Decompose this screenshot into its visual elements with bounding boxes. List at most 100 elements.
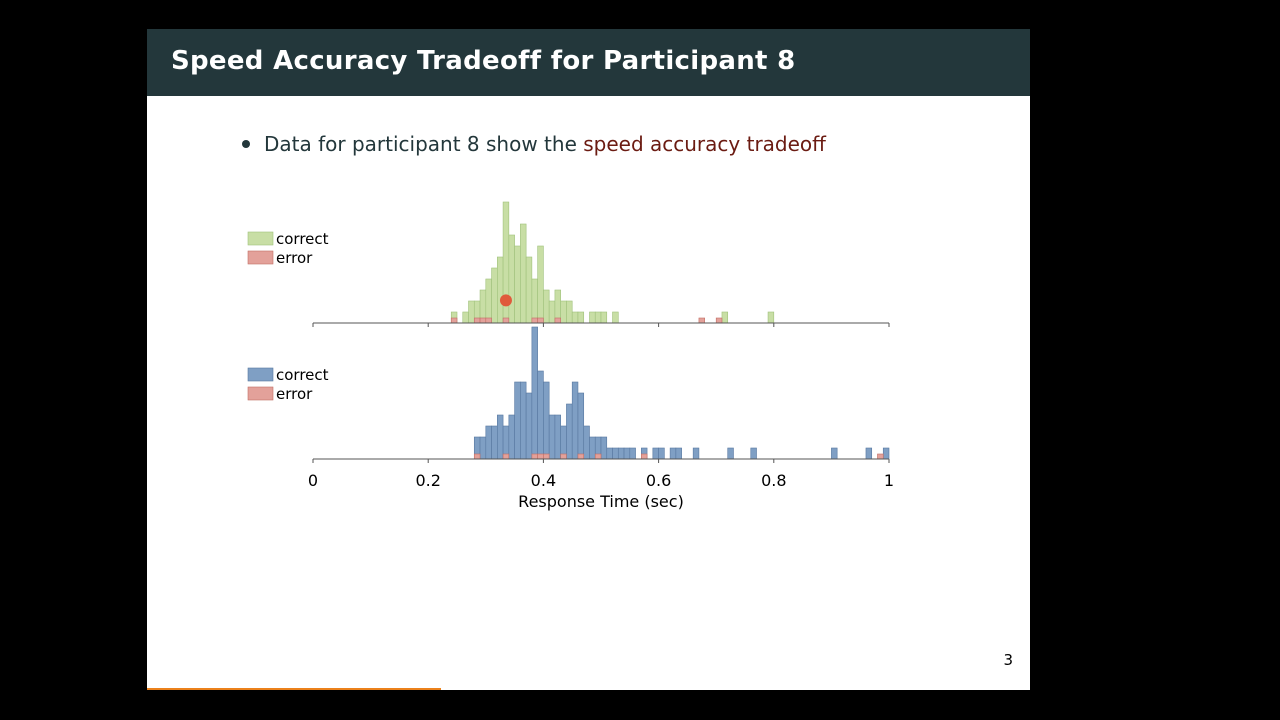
bar-correct (543, 381, 550, 460)
bar-correct (531, 278, 538, 324)
bar-error (698, 317, 705, 324)
bullet-dot-icon (242, 139, 250, 148)
progress-bar (147, 688, 441, 690)
bar-correct (560, 300, 567, 324)
bar-error (715, 317, 723, 324)
bar-correct (462, 311, 469, 324)
bar-correct (589, 311, 596, 324)
x-tick-label: 0.6 (646, 471, 671, 490)
bar-correct (652, 447, 659, 460)
bar-correct (554, 414, 561, 460)
bar-correct (600, 436, 608, 460)
bar-correct (525, 256, 533, 324)
bar-error (502, 317, 510, 324)
bar-correct (566, 300, 573, 324)
x-tick-label: 0.8 (761, 471, 786, 490)
x-tick-label: 1 (884, 471, 894, 490)
bar-correct (750, 447, 757, 460)
bar-correct (497, 256, 504, 324)
bar-error (594, 453, 602, 460)
bar-error (473, 453, 481, 460)
bar-correct (831, 447, 838, 460)
slide: Speed Accuracy Tradeoff for Participant … (147, 29, 1030, 690)
bar-error (450, 317, 458, 324)
x-axis-label: Response Time (sec) (518, 492, 684, 511)
bar-correct (692, 447, 700, 460)
bullet-text: Data for participant 8 show the (264, 132, 584, 156)
bar-correct (525, 392, 533, 460)
bar-correct (727, 447, 734, 460)
bar-correct (721, 311, 729, 324)
data-marker (499, 294, 512, 307)
bar-correct (658, 447, 665, 460)
bar-correct (520, 381, 527, 460)
bar-error (531, 317, 538, 324)
bar-error (531, 453, 538, 460)
bar-correct (594, 311, 602, 324)
bar-correct (479, 436, 487, 460)
bar-correct (543, 289, 550, 324)
bar-correct (583, 425, 590, 460)
bar-correct (491, 267, 498, 324)
legend-label-error: error (276, 249, 313, 267)
bar-correct (606, 447, 613, 460)
bar-correct (566, 403, 573, 460)
bar-correct (767, 311, 775, 324)
legend-swatch-error (247, 250, 274, 265)
bar-correct (865, 447, 873, 460)
bar-correct (514, 245, 521, 324)
page-number: 3 (1003, 651, 1013, 669)
bar-correct (485, 425, 492, 460)
bar-correct (571, 381, 579, 460)
bar-error (560, 453, 567, 460)
legend-swatch-correct (247, 367, 274, 382)
bar-error (473, 317, 481, 324)
bar-correct (468, 300, 475, 324)
bar-correct (548, 300, 556, 324)
bar-correct (617, 447, 625, 460)
bullet-item: Data for participant 8 show the speed ac… (242, 132, 826, 156)
bar-error (543, 453, 550, 460)
bar-error (502, 453, 510, 460)
bar-correct (629, 447, 636, 460)
bar-correct (491, 425, 498, 460)
bar-error (485, 317, 492, 324)
bar-correct (612, 447, 619, 460)
bar-error (877, 453, 884, 460)
bar-correct (537, 370, 544, 460)
bar-correct (675, 447, 682, 460)
slide-title: Speed Accuracy Tradeoff for Participant … (171, 46, 796, 76)
bar-error (554, 317, 561, 324)
legend-label-error: error (276, 385, 313, 403)
bar-correct (485, 278, 492, 324)
bar-correct (612, 311, 619, 324)
bar-correct (600, 311, 608, 324)
bar-correct (520, 223, 527, 324)
bar-correct (548, 414, 556, 460)
bar-correct (571, 311, 579, 324)
bar-error (479, 317, 487, 324)
bar-correct (537, 245, 544, 324)
x-tick-label: 0.2 (415, 471, 440, 490)
bar-correct (623, 447, 631, 460)
bar-correct (589, 436, 596, 460)
bar-correct (669, 447, 677, 460)
bar-correct (508, 234, 515, 324)
bar-error (537, 453, 544, 460)
bar-error (537, 317, 544, 324)
bullet-highlight: speed accuracy tradeoff (583, 132, 826, 156)
bar-error (641, 453, 648, 460)
bar-correct (514, 381, 521, 460)
bar-correct (882, 447, 890, 460)
title-bar: Speed Accuracy Tradeoff for Participant … (147, 29, 1030, 96)
x-tick-label: 0.4 (531, 471, 556, 490)
bar-correct (577, 392, 585, 460)
bar-correct (577, 311, 585, 324)
x-tick-label: 0 (308, 471, 318, 490)
bar-correct (531, 326, 538, 460)
bar-correct (497, 414, 504, 460)
legend-swatch-correct (247, 231, 274, 246)
